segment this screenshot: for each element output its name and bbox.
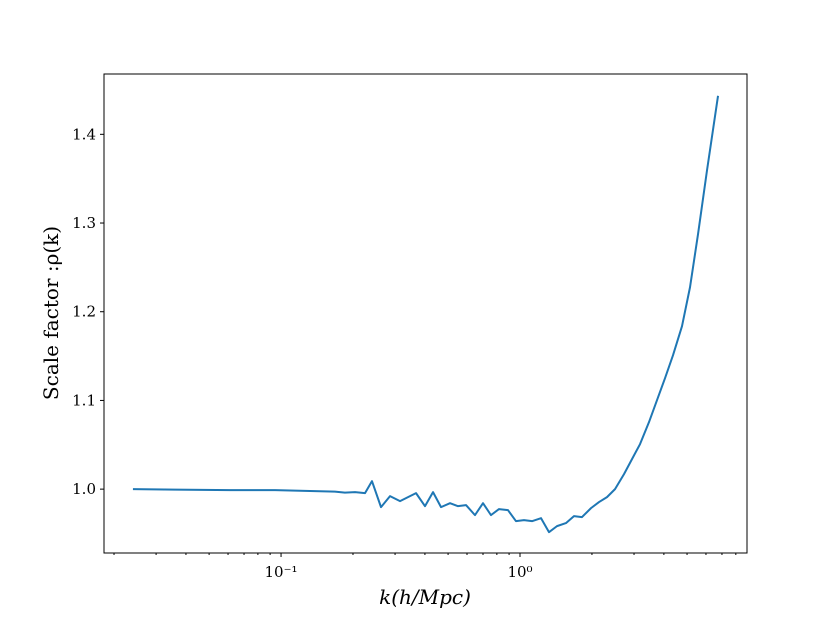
y-tick-label: 1.0 bbox=[72, 480, 96, 498]
y-tick-label: 1.3 bbox=[72, 214, 96, 232]
x-tick-label: 10⁻¹ bbox=[265, 563, 298, 581]
y-tick-label: 1.4 bbox=[72, 125, 96, 143]
y-tick-label: 1.1 bbox=[72, 391, 96, 409]
plot-frame bbox=[103, 73, 748, 554]
y-tick-label: 1.2 bbox=[72, 303, 96, 321]
y-axis-label: Scale factor :ρ(k) bbox=[39, 226, 63, 400]
x-axis-label: k(h/Mpc) bbox=[379, 585, 471, 609]
line-series bbox=[132, 95, 720, 534]
x-tick-label: 10⁰ bbox=[507, 563, 532, 581]
